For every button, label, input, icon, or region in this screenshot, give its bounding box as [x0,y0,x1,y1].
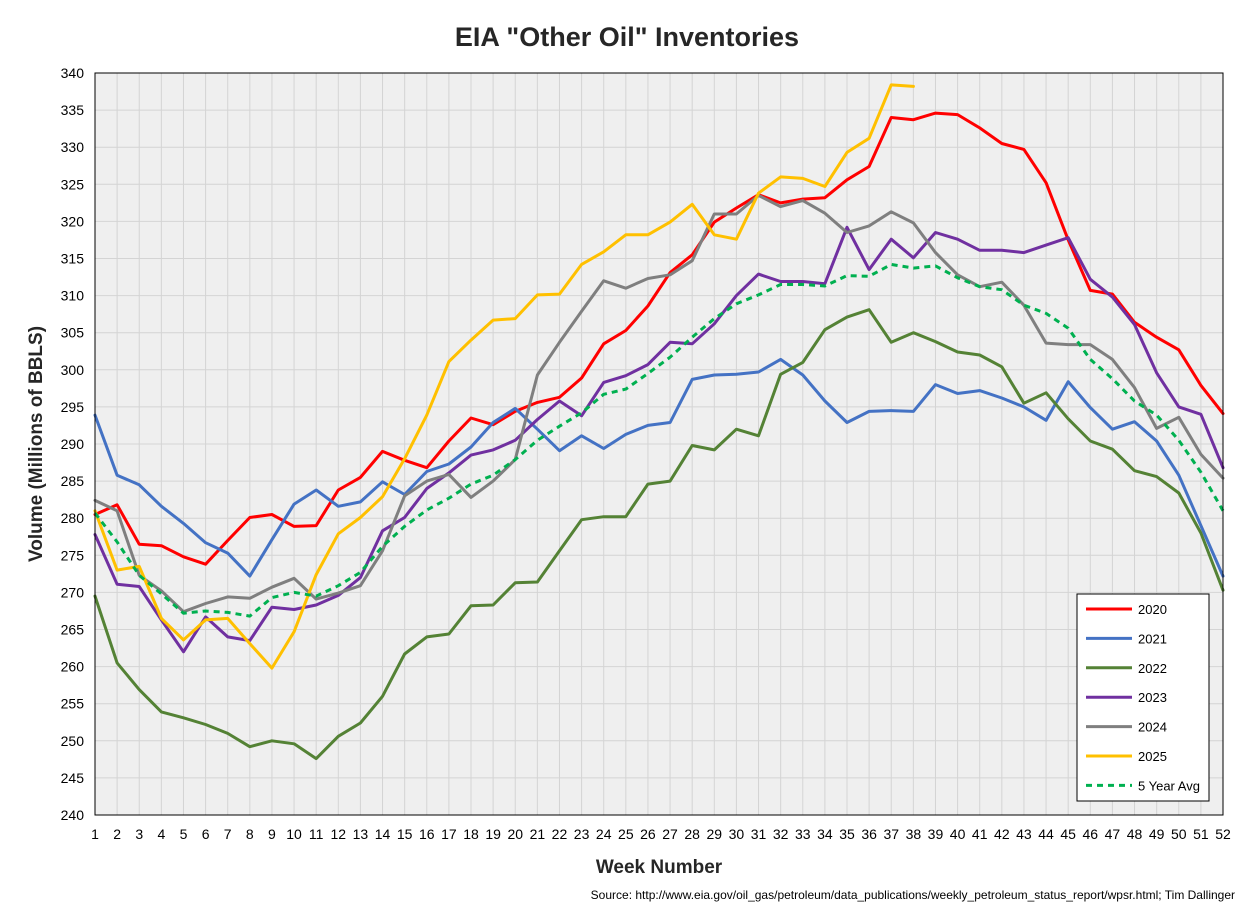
y-axis-title: Volume (Millions of BBLS) [26,326,47,562]
x-tick-label: 45 [1060,826,1076,842]
x-tick-label: 14 [375,826,391,842]
x-tick-label: 49 [1149,826,1165,842]
x-tick-label: 38 [906,826,922,842]
x-tick-label: 8 [246,826,254,842]
x-tick-label: 39 [928,826,944,842]
x-tick-label: 37 [883,826,899,842]
x-tick-label: 33 [795,826,811,842]
x-tick-label: 23 [574,826,590,842]
x-tick-label: 47 [1105,826,1121,842]
series-line-2024 [93,193,1225,614]
series-layer [93,83,1225,761]
x-tick-label: 25 [618,826,634,842]
y-tick-label: 240 [61,807,85,823]
y-tick-label: 315 [61,251,85,267]
x-tick-label: 50 [1171,826,1187,842]
y-axis-ticks: 240 245 250 255 260 265 270 275 280 285 290 295 300 3… [61,65,85,823]
y-tick-label: 250 [61,733,85,749]
y-tick-label: 280 [61,510,85,526]
x-tick-label: 1 [91,826,99,842]
x-axis-title: Week Number [596,857,723,878]
legend-label: 5 Year Avg [1138,778,1200,793]
x-tick-label: 43 [1016,826,1032,842]
x-tick-label: 3 [135,826,143,842]
plot-border [94,72,1224,816]
x-tick-label: 26 [640,826,656,842]
y-tick-label: 265 [61,622,85,638]
x-tick-label: 6 [202,826,210,842]
x-tick-label: 17 [441,826,457,842]
x-tick-label: 16 [419,826,435,842]
x-tick-label: 18 [463,826,479,842]
x-tick-label: 21 [530,826,546,842]
x-tick-label: 34 [817,826,833,842]
x-tick-label: 32 [773,826,789,842]
x-tick-label: 30 [729,826,745,842]
legend-label: 2025 [1138,749,1167,764]
x-tick-label: 9 [268,826,276,842]
x-tick-label: 12 [331,826,347,842]
x-tick-label: 35 [839,826,855,842]
legend-label: 2022 [1138,661,1167,676]
legend-label: 2020 [1138,602,1167,617]
series-line-2021 [93,357,1225,578]
series-line-2022 [93,308,1225,761]
x-tick-label: 42 [994,826,1010,842]
legend-label: 2024 [1138,720,1167,735]
x-tick-label: 10 [286,826,302,842]
x-tick-label: 44 [1038,826,1054,842]
y-tick-label: 325 [61,176,85,192]
x-tick-label: 20 [507,826,523,842]
gridlines [95,73,1223,815]
y-tick-label: 275 [61,547,85,563]
y-tick-label: 255 [61,696,85,712]
y-tick-label: 290 [61,436,85,452]
x-tick-label: 13 [353,826,369,842]
x-tick-label: 48 [1127,826,1143,842]
y-tick-label: 310 [61,288,85,304]
x-tick-label: 2 [113,826,121,842]
y-tick-label: 330 [61,139,85,155]
series-line-2025 [93,83,915,670]
x-axis-ticks: 1 2 3 4 5 6 7 8 9 10 11 12 13 14 15 16 17 18 19 20 21 22 23 24 2… [91,826,1231,842]
x-tick-label: 19 [485,826,501,842]
y-tick-label: 305 [61,325,85,341]
series-line-2023 [93,225,1225,654]
y-tick-label: 245 [61,770,85,786]
legend-label: 2021 [1138,631,1167,646]
y-tick-label: 300 [61,362,85,378]
x-tick-label: 11 [309,826,324,842]
y-tick-label: 340 [61,65,85,81]
y-tick-label: 320 [61,213,85,229]
x-tick-label: 40 [950,826,966,842]
x-tick-label: 36 [861,826,877,842]
x-tick-label: 46 [1083,826,1099,842]
chart-title: EIA "Other Oil" Inventories [455,22,799,52]
x-tick-label: 24 [596,826,612,842]
y-tick-label: 285 [61,473,85,489]
y-tick-label: 270 [61,584,85,600]
x-tick-label: 29 [707,826,723,842]
legend: 2020 2021 2022 2023 2024 2025 5 Year Avg [1076,593,1210,802]
x-tick-label: 4 [157,826,165,842]
x-tick-label: 5 [180,826,188,842]
x-tick-label: 41 [972,826,988,842]
x-tick-label: 7 [224,826,232,842]
x-tick-label: 28 [684,826,700,842]
x-tick-label: 27 [662,826,678,842]
source-note: Source: http://www.eia.gov/oil_gas/petro… [591,888,1235,902]
legend-label: 2023 [1138,690,1167,705]
y-tick-label: 295 [61,399,85,415]
series-line-5-year-avg [93,262,1225,618]
x-tick-label: 22 [552,826,568,842]
y-tick-label: 260 [61,659,85,675]
x-tick-label: 15 [397,826,413,842]
x-tick-label: 31 [751,826,767,842]
x-tick-label: 52 [1215,826,1231,842]
y-tick-label: 335 [61,102,85,118]
x-tick-label: 51 [1193,826,1209,842]
